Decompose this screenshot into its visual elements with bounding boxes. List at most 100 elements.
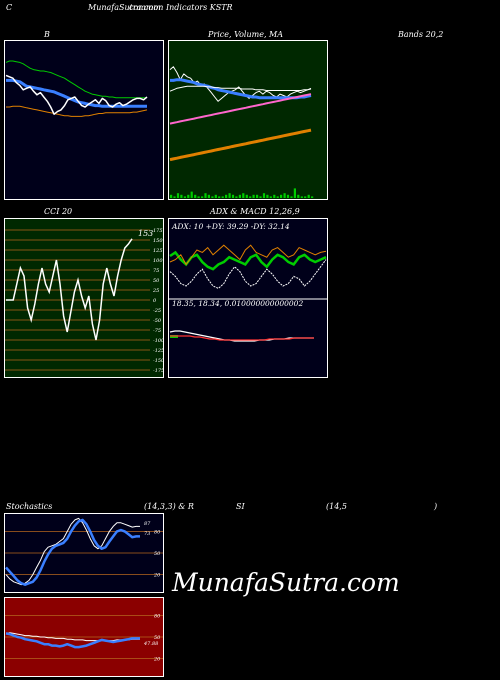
volume-bar [276, 196, 279, 198]
volume-bar [197, 196, 200, 198]
stoch-value-label: 73 [144, 531, 150, 537]
adx-macd-title: ADX & MACD 12,26,9 [210, 207, 300, 216]
panel-frame [168, 40, 328, 200]
stoch-slow-line [5, 518, 140, 586]
cci-line [6, 238, 133, 341]
rsi-mfi-line [5, 632, 140, 642]
pv-ma_mid-line [169, 85, 312, 92]
volume-bar [221, 196, 224, 198]
volume-bar [280, 194, 283, 198]
volume-bar [231, 194, 235, 198]
volume-bar [290, 196, 293, 198]
volume-bar [304, 196, 307, 198]
price-volume-panel [168, 40, 328, 200]
bollinger-title-left: B [44, 30, 50, 39]
volume-bar [286, 194, 290, 198]
adx-plus_di-line [169, 244, 327, 266]
panel-frame [168, 218, 328, 378]
rsi-title: SI [236, 502, 245, 511]
volume-bar [218, 196, 221, 198]
cci-tick-label: 0 [153, 298, 157, 304]
rsi-value-label: 47.88 [143, 641, 158, 647]
volume-bar [300, 196, 303, 198]
bollinger-title-right: Bands 20,2 [398, 30, 444, 39]
bollinger-panel [4, 40, 164, 200]
volume-bar [225, 194, 228, 198]
macd-macd-line [169, 330, 314, 342]
bollinger-upper-line [5, 60, 147, 99]
rsi-params-close: ) [434, 502, 438, 511]
cci-tick-label: 50 [153, 278, 160, 284]
volume-bar [293, 188, 296, 198]
cci-tick-label: 25 [152, 288, 159, 294]
cci-tick-label: -125 [153, 348, 164, 354]
volume-bar [238, 194, 241, 198]
volume-bar [170, 194, 173, 198]
volume-bar [259, 196, 262, 198]
rsi-panel: 80 50 20 47.88 [4, 597, 164, 677]
stoch-fast-line [5, 517, 140, 586]
stochastics-params: (14,3,3) & R [144, 502, 194, 511]
volume-bar [283, 193, 286, 198]
cci-tick-label: -50 [153, 318, 162, 324]
stoch-tick-label: 20 [153, 573, 161, 579]
cci-tick-label: 75 [153, 268, 159, 274]
cci-tick-label: -100 [153, 338, 164, 344]
volume-bar [256, 194, 259, 198]
rsi-rsi-line [5, 632, 140, 649]
volume-bar [176, 193, 180, 198]
cci-tick-label: 150 [153, 238, 163, 244]
adx-adx-line [169, 250, 327, 271]
macd-title: 18.35, 18.34, 0.010000000000002 [172, 299, 303, 308]
bollinger-lower-line [6, 105, 148, 117]
adx-macd-chart: ADX: 10 +DY: 39.29 -DY: 32.14 18.35, 18.3… [168, 218, 328, 378]
volume-bar [311, 196, 314, 198]
volume-bar [214, 194, 217, 198]
volume-bar [297, 194, 300, 198]
header-title: common Indicators KSTR [129, 3, 233, 12]
cci-title: CCI 20 [44, 207, 73, 216]
volume-bar [180, 194, 183, 198]
stoch-value-label: 87 [144, 521, 151, 527]
stochastics-panel: 80 50 20 87 73 [4, 513, 164, 593]
cci-chart: 175 150 125 100 75 50 25 0 -25 -50 -75 -100 -125 -150… [4, 218, 164, 378]
stoch-tick-label: 80 [154, 529, 161, 535]
price-volume-title: Price, Volume, MA [208, 30, 284, 39]
header-left: C [6, 3, 13, 12]
bollinger-price-line [5, 74, 148, 115]
volume-bar [262, 193, 266, 198]
volume-bar [190, 191, 193, 198]
pv-ma_orange-line [169, 128, 312, 162]
volume-bar [194, 194, 197, 198]
adx-subtitle: ADX: 10 +DY: 39.29 -DY: 32.14 [171, 222, 290, 231]
cci-tick-label: -150 [153, 358, 164, 364]
rsi-chart: 80 50 20 47.88 [4, 597, 164, 677]
rsi-tick-label: 20 [153, 657, 161, 663]
adx-panel: ADX: 10 +DY: 39.29 -DY: 32.14 18.35, 18.3… [168, 218, 328, 378]
pv-ma_long_pink-line [169, 93, 312, 125]
volume-bar [201, 196, 204, 198]
cci-tick-label: 175 [153, 228, 163, 234]
volume-bar [228, 193, 231, 198]
volume-bar [249, 196, 252, 198]
panel-frame [4, 218, 164, 378]
volume-bar [183, 196, 186, 198]
cci-tick-label: -175 [153, 368, 164, 374]
cci-panel: 175 150 125 100 75 50 25 0 -25 -50 -75 -100 -125 -150… [4, 218, 164, 378]
stochastics-chart: 80 50 20 87 73 [4, 513, 164, 593]
pv-ma_short-line [170, 78, 312, 100]
rsi-tick-label: 50 [154, 635, 161, 641]
volume-bar [269, 196, 272, 198]
volume-bar [207, 194, 210, 198]
volume-bar [307, 194, 310, 198]
volume-bar [211, 196, 214, 198]
volume-bar [173, 196, 176, 198]
volume-bar [273, 194, 276, 198]
cci-value-label: 153 [138, 229, 153, 238]
price-volume-chart [168, 40, 328, 200]
rsi-tick-label: 80 [154, 613, 161, 619]
bollinger-chart [4, 40, 164, 200]
panel-frame [4, 40, 164, 200]
volume-bar [242, 193, 245, 198]
macd-signal-line [170, 335, 314, 341]
